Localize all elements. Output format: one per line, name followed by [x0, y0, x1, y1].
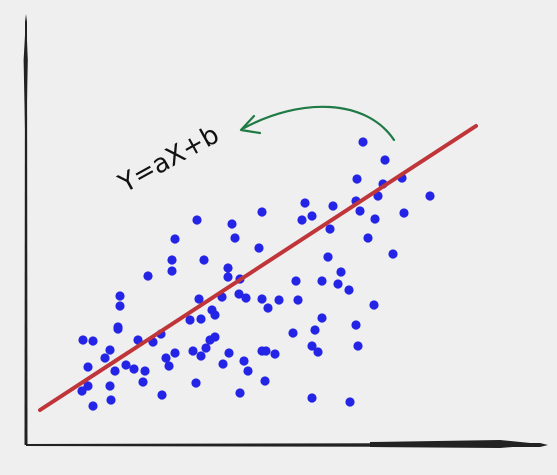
data-point [121, 360, 131, 370]
data-point [336, 267, 346, 277]
data-point [196, 314, 206, 324]
data-point [78, 335, 88, 345]
data-point [317, 276, 327, 286]
data-point [192, 215, 202, 225]
data-point [223, 272, 233, 282]
data-point [274, 295, 284, 305]
data-point [291, 276, 301, 286]
data-point [188, 346, 198, 356]
data-point [328, 201, 338, 211]
x-axis-arrow-stroke [370, 440, 545, 448]
data-point [230, 233, 240, 243]
data-point [157, 390, 167, 400]
data-point [164, 361, 174, 371]
data-point [257, 207, 267, 217]
data-point [224, 348, 234, 358]
data-point [355, 206, 365, 216]
scatter-points [77, 137, 435, 411]
data-point [300, 198, 310, 208]
data-point [115, 291, 125, 301]
data-point [293, 295, 303, 305]
data-point [388, 249, 398, 259]
data-point [88, 401, 98, 411]
data-point [161, 353, 171, 363]
data-point [167, 266, 177, 276]
data-point [239, 356, 249, 366]
regression-line [38, 124, 478, 412]
data-point [105, 345, 115, 355]
data-point [263, 303, 273, 313]
data-point [380, 155, 390, 165]
data-point [369, 300, 379, 310]
data-point [297, 215, 307, 225]
data-point [210, 310, 220, 320]
data-point [313, 347, 323, 357]
annotation-arrow [242, 105, 396, 142]
data-point [260, 376, 270, 386]
data-point [307, 341, 317, 351]
data-point [196, 351, 206, 361]
data-point [138, 377, 148, 387]
data-point [317, 313, 327, 323]
data-point [167, 255, 177, 265]
data-point [254, 243, 264, 253]
data-point [333, 279, 343, 289]
data-point [399, 208, 409, 218]
data-point [140, 366, 150, 376]
data-point [344, 285, 354, 295]
data-point [235, 388, 245, 398]
data-point [351, 320, 361, 330]
data-point [261, 346, 271, 356]
data-point [241, 293, 251, 303]
data-point [310, 325, 320, 335]
data-point [325, 224, 335, 234]
data-point [88, 336, 98, 346]
data-point [353, 341, 363, 351]
data-point [83, 362, 93, 372]
data-point [370, 214, 380, 224]
data-point [307, 393, 317, 403]
data-point [191, 378, 201, 388]
data-point [425, 191, 435, 201]
data-point [345, 397, 355, 407]
data-point [113, 324, 123, 334]
data-point [170, 348, 180, 358]
data-point [352, 174, 362, 184]
data-point [288, 328, 298, 338]
data-point [105, 381, 115, 391]
data-point [129, 364, 139, 374]
data-point [234, 289, 244, 299]
data-point [77, 386, 87, 396]
data-point [270, 349, 280, 359]
data-point [210, 332, 220, 342]
data-point [307, 211, 317, 221]
data-point [170, 234, 180, 244]
data-point [185, 315, 195, 325]
arrow-head-icon [239, 114, 262, 135]
data-point [110, 366, 120, 376]
data-point [323, 252, 333, 262]
data-point [115, 301, 125, 311]
equation-label: Y=aX+b [113, 120, 224, 200]
data-point [201, 343, 211, 353]
data-point [100, 353, 110, 363]
data-point [223, 263, 233, 273]
y-axis-arrow-stroke [23, 18, 28, 140]
data-point [227, 219, 237, 229]
data-point [199, 255, 209, 265]
data-point [363, 233, 373, 243]
data-point [194, 294, 204, 304]
data-point [243, 366, 253, 376]
data-point [106, 395, 116, 405]
data-point [143, 271, 153, 281]
data-point [358, 137, 368, 147]
data-point [218, 359, 228, 369]
data-point [257, 294, 267, 304]
